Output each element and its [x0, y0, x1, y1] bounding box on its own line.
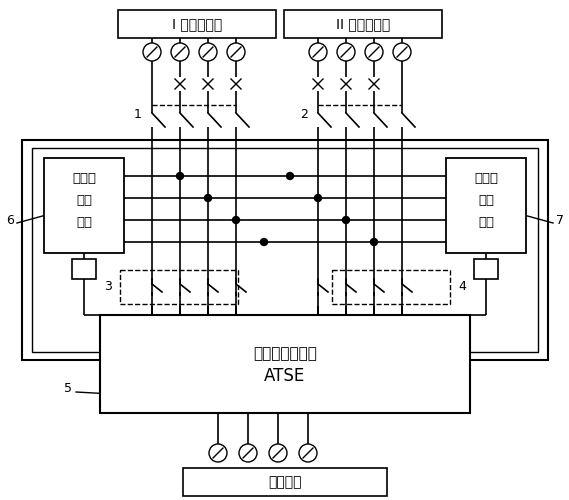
Text: I 路输入电源: I 路输入电源: [172, 17, 222, 31]
Bar: [474, 259, 498, 279]
Circle shape: [343, 216, 349, 224]
Text: 3: 3: [104, 280, 112, 293]
Bar: [100, 315, 470, 413]
Bar: [332, 270, 450, 304]
Bar: [118, 10, 276, 38]
Circle shape: [315, 194, 321, 202]
Text: 2: 2: [300, 108, 308, 122]
Text: 1: 1: [134, 108, 142, 122]
Bar: [72, 259, 96, 279]
Text: 6: 6: [6, 214, 14, 226]
Bar: [32, 148, 538, 352]
Circle shape: [233, 216, 240, 224]
Circle shape: [176, 172, 183, 180]
Text: 第一路: 第一路: [72, 172, 96, 184]
Text: 4: 4: [458, 280, 466, 293]
Bar: [183, 468, 387, 496]
Text: 控制: 控制: [76, 194, 92, 206]
Text: II 路输入电源: II 路输入电源: [336, 17, 390, 31]
Bar: [284, 10, 442, 38]
Circle shape: [204, 194, 212, 202]
Text: 第二路: 第二路: [474, 172, 498, 184]
Circle shape: [261, 238, 267, 246]
Text: ATSE: ATSE: [265, 367, 306, 385]
Bar: [22, 140, 548, 360]
Bar: [44, 158, 124, 253]
Text: 控制: 控制: [478, 194, 494, 206]
Text: 5: 5: [64, 382, 72, 394]
Bar: [120, 270, 238, 304]
Circle shape: [287, 172, 294, 180]
Text: 7: 7: [556, 214, 564, 226]
Text: 双电源切换装置: 双电源切换装置: [253, 346, 317, 362]
Circle shape: [370, 238, 377, 246]
Bar: [446, 158, 526, 253]
Text: 电路: 电路: [478, 216, 494, 228]
Text: 电路: 电路: [76, 216, 92, 228]
Text: 输出电源: 输出电源: [268, 475, 302, 489]
